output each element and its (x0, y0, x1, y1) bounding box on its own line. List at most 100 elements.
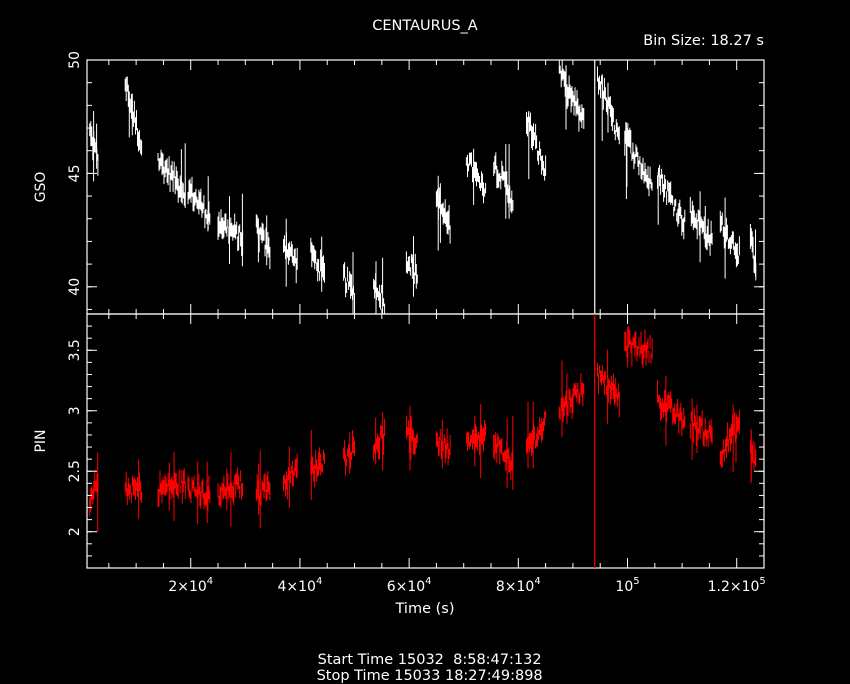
pin-segment (435, 419, 451, 469)
pin-segment (343, 430, 355, 476)
pin-error-bars (493, 416, 514, 490)
gso-error-bars (405, 236, 418, 297)
gso-segment (157, 143, 186, 208)
stop-time: Stop Time 15033 18:27:49:898 (316, 668, 543, 684)
pin-error-bars (657, 375, 686, 446)
gso-segment (283, 218, 298, 287)
pin-segment (283, 446, 298, 508)
pin-segment (493, 416, 514, 490)
gso-segment (255, 214, 271, 270)
gso-segment (657, 164, 686, 240)
gso-segment (124, 76, 143, 156)
pin-error-bars (373, 411, 386, 471)
pin-axis-ticks: 2 2.5 3 3.5 2×104 4×104 6×104 8×104 105 1.2×105 (67, 313, 766, 595)
gso-segment (597, 66, 620, 145)
pin-error-bars (283, 446, 298, 508)
gso-ytick-label: 45 (67, 164, 83, 182)
gso-ytick-label: 40 (67, 278, 83, 296)
gso-error-bars (217, 193, 244, 267)
pin-segment (157, 451, 186, 521)
gso-panel: 40 45 50 GSO (33, 51, 765, 315)
pin-segment (689, 398, 713, 460)
time-xtick-label: 8×104 (496, 576, 541, 595)
pin-axis-label: PIN (33, 429, 49, 452)
pin-segment (465, 403, 487, 479)
gso-segment (493, 144, 514, 219)
time-range-footer: Start Time 15032 8:58:47:132 Stop Time 1… (0, 636, 850, 684)
gso-error-bars (373, 257, 386, 314)
gso-error-bars (624, 122, 653, 200)
gso-error-bars (187, 176, 211, 232)
pin-error-bars (689, 398, 713, 460)
gso-segment (373, 257, 386, 314)
time-xtick-label: 1.2×105 (708, 576, 766, 595)
pin-error-bars (719, 404, 740, 472)
time-axis-label: Time (s) (395, 601, 455, 617)
pin-segment (89, 452, 99, 533)
pin-segment (405, 405, 418, 471)
time-xtick-label: 6×104 (387, 576, 432, 595)
gso-error-bars (283, 218, 298, 287)
time-xtick-label: 105 (615, 576, 639, 595)
gso-error-bars (493, 144, 514, 219)
gso-segment (624, 122, 653, 200)
gso-segment (749, 224, 757, 281)
gso-error-bars (526, 111, 547, 181)
pin-error-bars (597, 349, 620, 424)
pin-error-bars (405, 405, 418, 471)
pin-error-bars (624, 326, 653, 368)
gso-axis-label: GSO (33, 172, 49, 203)
pin-segment (255, 450, 271, 529)
pin-error-bars (124, 459, 143, 520)
pin-segment (719, 404, 740, 472)
gso-error-bars (597, 66, 620, 145)
pin-error-bars (526, 401, 547, 469)
chart-title: CENTAURUS_A (372, 18, 478, 34)
gso-segment (558, 60, 585, 132)
pin-segment (217, 452, 244, 527)
bin-size-label: Bin Size: 18.27 s (643, 33, 764, 49)
gso-error-bars (255, 214, 271, 270)
gso-error-bars (558, 60, 585, 132)
gso-error-bars (749, 224, 757, 281)
start-time: Start Time 15032 8:58:47:132 (317, 652, 542, 668)
gso-segment (689, 191, 713, 263)
pin-ytick-label: 2 (67, 527, 83, 536)
gso-axis-ticks: 40 45 50 (67, 51, 765, 314)
gso-error-bars (689, 191, 713, 263)
gso-segment (217, 193, 244, 267)
gso-error-bars (719, 197, 740, 279)
gso-error-bars (124, 76, 143, 156)
gso-segment (435, 175, 451, 251)
gso-error-bars (157, 143, 186, 208)
pin-segment (310, 430, 325, 501)
pin-series (89, 314, 757, 568)
pin-segment (558, 360, 585, 437)
gso-error-bars (343, 252, 355, 314)
gso-segment (310, 236, 325, 292)
time-xtick-label: 2×104 (168, 576, 213, 595)
pin-segment (373, 411, 386, 471)
pin-segment (749, 429, 757, 484)
pin-error-bars (89, 452, 99, 533)
pin-segment (526, 401, 547, 469)
pin-error-bars (187, 461, 211, 524)
pin-error-bars (465, 403, 487, 479)
pin-error-bars (558, 360, 585, 437)
pin-error-bars (217, 452, 244, 527)
pin-error-bars (255, 450, 271, 529)
gso-error-bars (89, 111, 99, 182)
gso-segment (89, 111, 99, 182)
pin-segment (624, 326, 653, 368)
gso-segment (526, 111, 547, 181)
pin-ytick-label: 3 (67, 406, 83, 415)
gso-segment (719, 197, 740, 279)
pin-segment (597, 349, 620, 424)
gso-segment (187, 176, 211, 232)
gso-series (89, 60, 757, 314)
gso-error-bars (657, 164, 686, 240)
gso-error-bars (465, 148, 487, 205)
pin-segment (187, 461, 211, 524)
pin-error-bars (435, 419, 451, 469)
